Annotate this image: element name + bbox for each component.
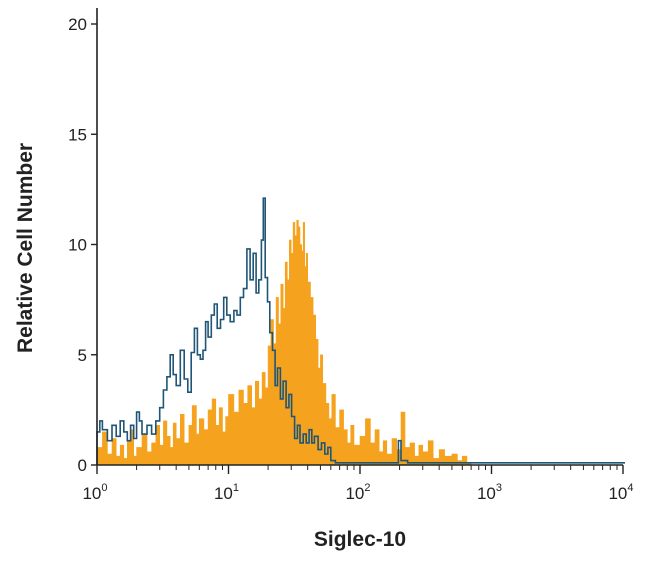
histogram-series-1-outline: [96, 197, 625, 465]
ticks-layer: 0 5 10 15 20 100 101 102 103 104: [68, 15, 633, 503]
series-layer: [96, 197, 625, 466]
x-axis-title: Siglec-10: [314, 528, 406, 551]
x-tick-label: 104: [608, 482, 633, 503]
y-tick-label: 10: [68, 236, 87, 255]
y-axis-title: Relative Cell Number: [14, 143, 37, 353]
y-tick-label: 15: [68, 125, 87, 144]
x-tick-label: 101: [214, 482, 239, 503]
x-tick-label: 100: [82, 482, 107, 503]
axes-layer: [96, 8, 623, 466]
y-tick-label: 0: [78, 456, 87, 475]
x-tick-label: 103: [477, 482, 502, 503]
y-tick-label: 20: [68, 15, 87, 34]
x-tick-label: 102: [345, 482, 370, 503]
histogram-series-0-filled: [96, 219, 474, 466]
y-tick-label: 5: [78, 346, 87, 365]
